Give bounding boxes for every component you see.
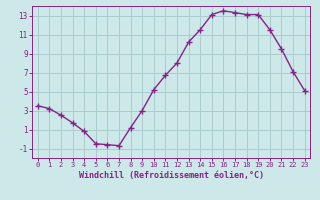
X-axis label: Windchill (Refroidissement éolien,°C): Windchill (Refroidissement éolien,°C) <box>79 171 264 180</box>
